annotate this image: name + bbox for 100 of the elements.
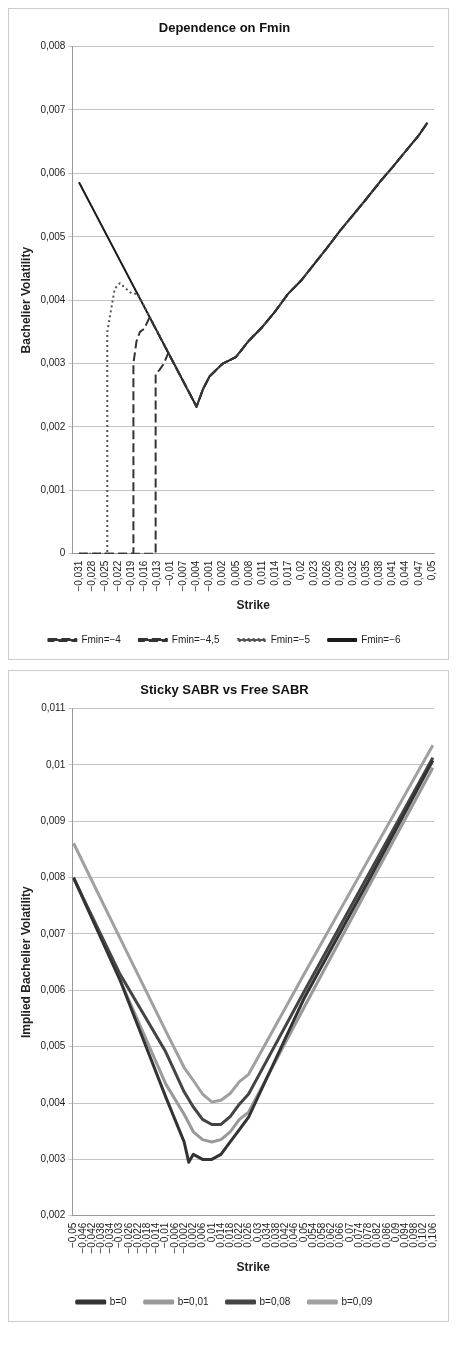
y-tick-label: 0,004 bbox=[40, 293, 66, 305]
x-tick-label: 0,044 bbox=[399, 560, 411, 586]
y-axis-title: Bachelier Volatility bbox=[18, 246, 33, 354]
x-tick-label: 0,014 bbox=[214, 1222, 226, 1248]
x-tick-label: 0,106 bbox=[426, 1222, 438, 1248]
x-tick-label: 0,038 bbox=[373, 560, 385, 586]
y-tick-label: 0 bbox=[59, 547, 66, 559]
chart-title: Sticky SABR vs Free SABR bbox=[140, 682, 310, 698]
x-axis-title: Strike bbox=[236, 598, 271, 613]
x-tick-label: −0,03 bbox=[113, 1222, 125, 1249]
x-tick-label: −0,026 bbox=[122, 1222, 134, 1254]
x-tick-label: 0,058 bbox=[316, 1222, 328, 1248]
x-tick-label: −0,046 bbox=[76, 1222, 88, 1254]
y-tick-label: 0,001 bbox=[40, 484, 66, 496]
x-tick-label: 0,066 bbox=[334, 1222, 346, 1248]
y-tick-label: 0,008 bbox=[40, 40, 66, 52]
x-tick-label: −0,031 bbox=[72, 560, 84, 592]
x-tick-label: 0,074 bbox=[352, 1222, 364, 1248]
x-tick-label: 0,018 bbox=[223, 1222, 235, 1248]
x-tick-label: 0,07 bbox=[343, 1222, 355, 1243]
x-tick-label: 0,047 bbox=[412, 560, 424, 586]
y-tick-label: 0,011 bbox=[41, 702, 66, 714]
legend-label: Fmin=−6 bbox=[361, 633, 402, 645]
x-tick-label: −0,016 bbox=[138, 560, 150, 592]
legend-label: b=0 bbox=[109, 1295, 128, 1307]
y-tick-label: 0,007 bbox=[40, 927, 66, 939]
x-tick-label: 0,022 bbox=[233, 1222, 245, 1248]
x-tick-label: 0,002 bbox=[216, 560, 228, 586]
chart-title: Dependence on Fmin bbox=[158, 20, 291, 36]
x-tick-label: 0,082 bbox=[371, 1222, 383, 1248]
x-tick-label: 0,098 bbox=[408, 1222, 420, 1248]
y-tick-label: 0,005 bbox=[40, 230, 66, 242]
y-tick-label: 0,008 bbox=[40, 871, 66, 883]
y-tick-label: 0,006 bbox=[40, 984, 66, 996]
legend-label: Fmin=−4,5 bbox=[171, 633, 221, 645]
x-tick-label: 0,034 bbox=[260, 1222, 272, 1248]
x-tick-label: −0,019 bbox=[124, 560, 136, 592]
x-tick-label: 0,042 bbox=[279, 1222, 291, 1248]
y-tick-label: 0,003 bbox=[40, 357, 66, 369]
y-tick-label: 0,004 bbox=[40, 1096, 66, 1108]
y-tick-label: 0,007 bbox=[40, 103, 66, 115]
x-tick-label: −0,05 bbox=[67, 1222, 79, 1249]
x-tick-label: 0,029 bbox=[334, 560, 346, 586]
x-tick-label: 0,078 bbox=[362, 1222, 374, 1248]
y-axis-title: Implied Bachelier Volatility bbox=[18, 885, 33, 1039]
x-tick-label: −0,042 bbox=[85, 1222, 97, 1254]
x-tick-label: −0,014 bbox=[150, 1222, 162, 1254]
x-tick-label: 0,002 bbox=[187, 1222, 199, 1248]
x-tick-label: 0,035 bbox=[360, 560, 372, 586]
x-tick-label: −0,007 bbox=[177, 560, 189, 592]
x-tick-label: −0,01 bbox=[164, 560, 176, 587]
x-tick-label: 0,008 bbox=[242, 560, 254, 586]
x-tick-label: 0,041 bbox=[386, 560, 398, 586]
x-tick-label: 0,017 bbox=[281, 560, 293, 586]
legend-label: Fmin=−4 bbox=[81, 633, 122, 645]
x-tick-label: −0,002 bbox=[177, 1222, 189, 1254]
x-tick-label: −0,034 bbox=[104, 1222, 116, 1254]
y-tick-label: 0,006 bbox=[40, 167, 66, 179]
x-tick-label: 0,09 bbox=[389, 1222, 401, 1243]
x-tick-label: 0,03 bbox=[251, 1222, 263, 1243]
legend-label: b=0,09 bbox=[341, 1295, 373, 1307]
x-tick-label: 0,102 bbox=[417, 1222, 429, 1248]
x-tick-label: 0,023 bbox=[307, 560, 319, 586]
y-tick-label: 0,002 bbox=[40, 1209, 66, 1221]
x-tick-label: −0,025 bbox=[98, 560, 110, 592]
x-tick-label: −0,013 bbox=[151, 560, 163, 592]
x-tick-label: 0,014 bbox=[268, 560, 280, 586]
x-tick-label: −0,022 bbox=[111, 560, 123, 592]
x-tick-label: 0,05 bbox=[425, 560, 437, 581]
x-tick-label: 0,026 bbox=[321, 560, 333, 586]
x-tick-label: −0,022 bbox=[131, 1222, 143, 1254]
y-tick-label: 0,005 bbox=[40, 1040, 66, 1052]
x-tick-label: 0,086 bbox=[380, 1222, 392, 1248]
y-tick-label: 0,01 bbox=[45, 758, 66, 770]
y-tick-label: 0,003 bbox=[40, 1153, 66, 1165]
x-tick-label: 0,054 bbox=[306, 1222, 318, 1248]
x-tick-label: −0,01 bbox=[159, 1222, 171, 1249]
x-tick-label: 0,006 bbox=[196, 1222, 208, 1248]
x-tick-label: −0,038 bbox=[94, 1222, 106, 1254]
x-tick-label: 0,062 bbox=[325, 1222, 337, 1248]
x-tick-label: 0,01 bbox=[205, 1222, 217, 1243]
x-tick-label: 0,011 bbox=[255, 560, 267, 586]
x-tick-label: 0,046 bbox=[288, 1222, 300, 1248]
y-tick-label: 0,002 bbox=[40, 420, 66, 432]
x-tick-label: 0,05 bbox=[297, 1222, 309, 1243]
x-tick-label: 0,026 bbox=[242, 1222, 254, 1248]
x-tick-label: 0,032 bbox=[347, 560, 359, 586]
x-tick-label: 0,02 bbox=[294, 560, 306, 581]
legend-label: Fmin=−5 bbox=[270, 633, 311, 645]
legend-label: b=0,08 bbox=[259, 1295, 291, 1307]
x-tick-label: 0,005 bbox=[229, 560, 241, 586]
y-tick-label: 0,009 bbox=[40, 815, 66, 827]
x-tick-label: 0,094 bbox=[398, 1222, 410, 1248]
x-tick-label: −0,004 bbox=[190, 560, 202, 592]
legend-label: b=0,01 bbox=[177, 1295, 209, 1307]
x-tick-label: −0,001 bbox=[203, 560, 215, 592]
x-axis-title: Strike bbox=[236, 1260, 271, 1275]
x-tick-label: −0,018 bbox=[141, 1222, 153, 1254]
x-tick-label: −0,028 bbox=[85, 560, 97, 592]
x-tick-label: −0,006 bbox=[168, 1222, 180, 1254]
